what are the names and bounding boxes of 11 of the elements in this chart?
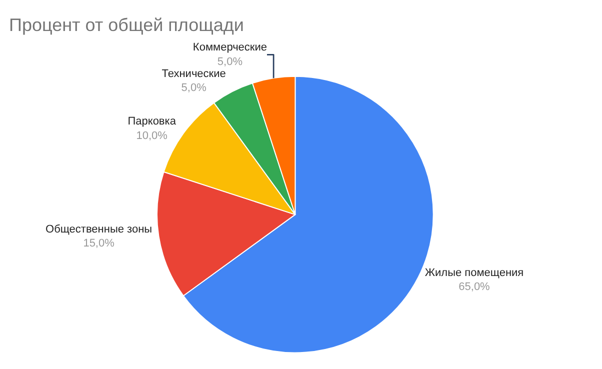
data-label: 5,0% [217, 56, 243, 68]
chart-title: Процент от общей площади [9, 15, 244, 36]
slice-label: Технические [162, 68, 226, 80]
data-label: 15,0% [83, 238, 115, 250]
slice-label: Общественные зоны [46, 223, 152, 236]
data-label: 10,0% [136, 130, 168, 142]
slice-label: Парковка [128, 116, 177, 128]
data-label: 65,0% [458, 281, 490, 294]
slice-label: Коммерческие [192, 42, 267, 54]
data-label: 5,0% [181, 82, 207, 94]
slice-label: Жилые помещения [424, 266, 524, 279]
